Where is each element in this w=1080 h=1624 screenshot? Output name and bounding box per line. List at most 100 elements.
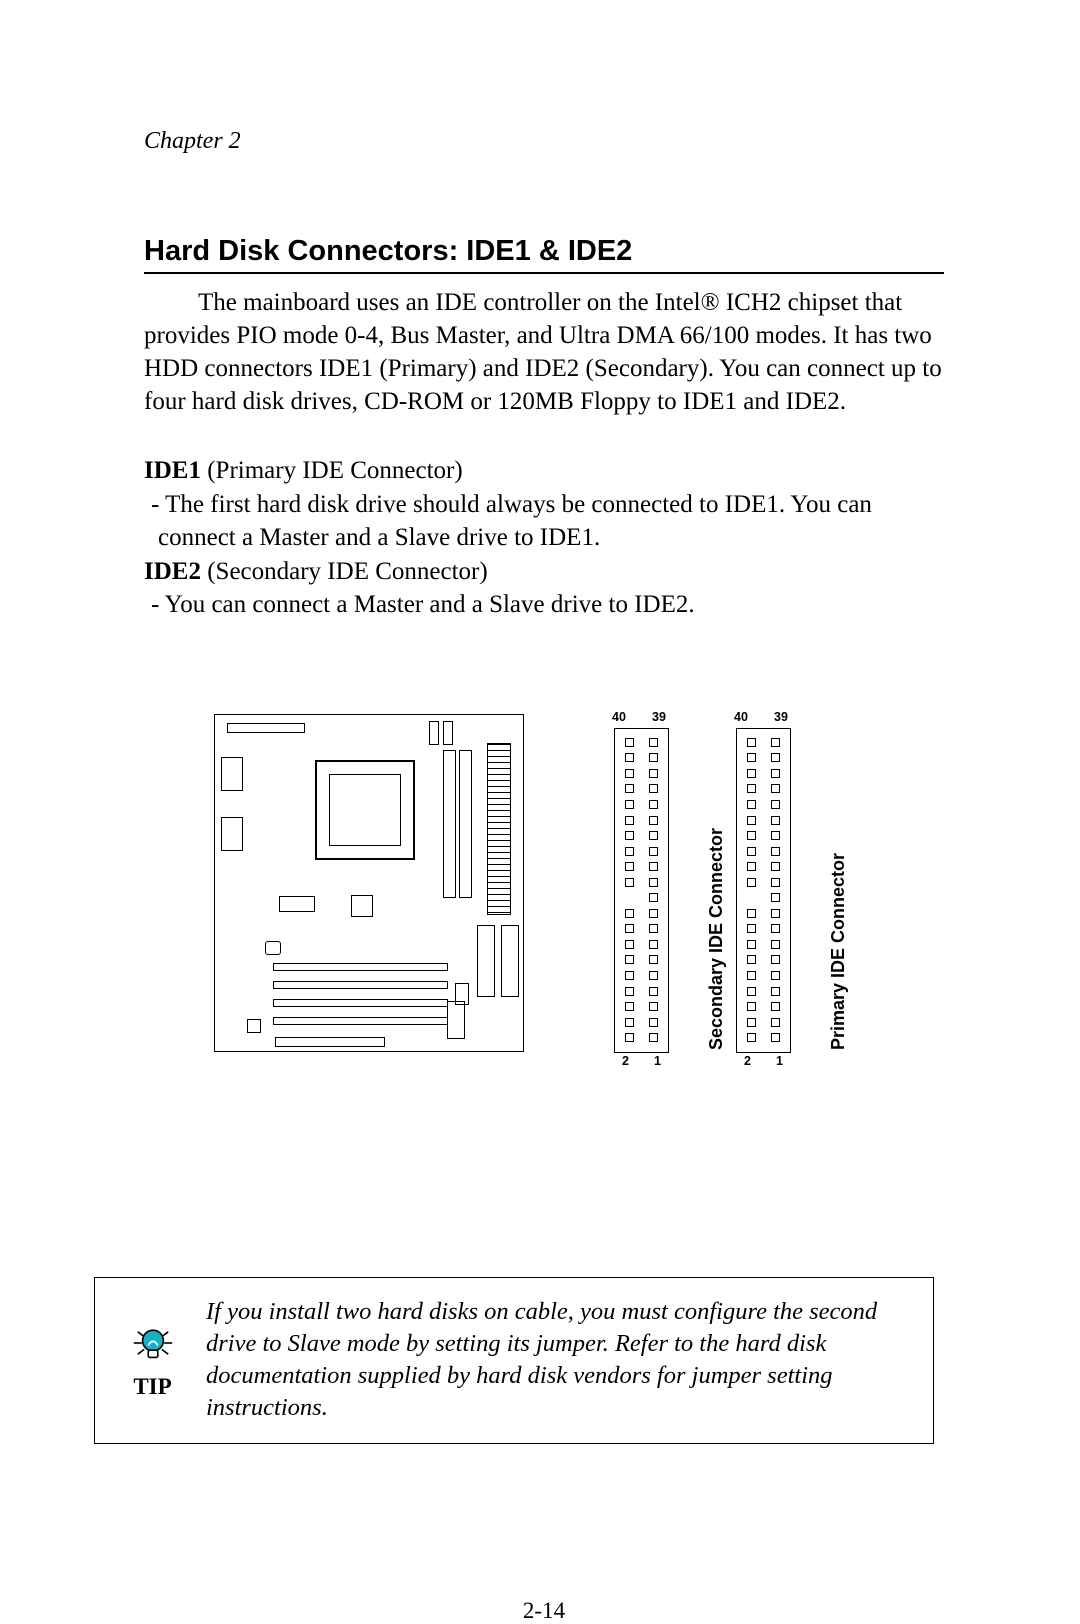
pin <box>625 816 634 825</box>
pin <box>771 847 780 856</box>
pin <box>771 784 780 793</box>
pin <box>771 1033 780 1042</box>
tip-icon-column: TIP <box>115 1321 190 1400</box>
aux-pwr-2 <box>443 721 453 745</box>
intro-paragraph: The mainboard uses an IDE controller on … <box>144 286 944 418</box>
header-block <box>447 1001 465 1039</box>
pin <box>625 738 634 747</box>
pin <box>771 893 780 902</box>
pin <box>771 816 780 825</box>
section-heading: Hard Disk Connectors: IDE1 & IDE2 <box>144 235 944 274</box>
ide2-detail: - You can connect a Master and a Slave d… <box>144 588 944 622</box>
pci-slot-1 <box>273 963 448 971</box>
pin <box>747 816 756 825</box>
ide2-paren: (Secondary IDE Connector) <box>201 558 488 585</box>
ide1-paren: (Primary IDE Connector) <box>201 457 463 484</box>
secondary-ide-label: Secondary IDE Connector <box>706 827 727 1049</box>
ide1-label: IDE1 <box>144 457 201 484</box>
pin <box>747 800 756 809</box>
pin <box>771 753 780 762</box>
tip-label: TIP <box>115 1374 190 1400</box>
pin <box>625 909 634 918</box>
ide-block-1 <box>501 925 519 997</box>
dimm-slot-1 <box>443 750 456 898</box>
ide-block-2 <box>477 925 495 997</box>
dimm-slot-2 <box>459 750 472 898</box>
small-header-1 <box>279 896 315 912</box>
pin <box>625 924 634 933</box>
pin <box>771 1002 780 1011</box>
pci-slot-2 <box>273 981 448 989</box>
pin <box>747 738 756 747</box>
pin <box>747 909 756 918</box>
pin-label-pri-39: 39 <box>774 710 788 724</box>
pin <box>649 784 658 793</box>
pin <box>625 784 634 793</box>
pin <box>625 800 634 809</box>
pin <box>625 955 634 964</box>
pin <box>747 769 756 778</box>
chipset <box>351 895 373 917</box>
pin <box>649 800 658 809</box>
chapter-label: Chapter 2 <box>144 128 944 155</box>
pin <box>771 800 780 809</box>
pin <box>649 924 658 933</box>
pin <box>625 940 634 949</box>
front-panel-strip <box>275 1037 385 1047</box>
pin <box>625 987 634 996</box>
pin <box>625 831 634 840</box>
port-left-1 <box>221 757 243 791</box>
pin <box>649 893 658 902</box>
pin <box>747 847 756 856</box>
diagram-area: 40 39 2 1 Secondary IDE Connector 40 39 … <box>214 692 874 1092</box>
pin <box>747 753 756 762</box>
atx-power-connector <box>487 743 511 915</box>
pin <box>771 1018 780 1027</box>
port-left-2 <box>221 817 243 851</box>
pin <box>747 862 756 871</box>
pin <box>747 924 756 933</box>
pin <box>625 1002 634 1011</box>
pci-slot-3 <box>273 999 448 1007</box>
pin <box>625 1033 634 1042</box>
pin <box>649 738 658 747</box>
pin <box>649 878 658 887</box>
pin <box>747 1018 756 1027</box>
primary-ide-label: Primary IDE Connector <box>828 852 849 1049</box>
pin <box>771 909 780 918</box>
pin <box>649 831 658 840</box>
pin <box>649 1033 658 1042</box>
pin <box>771 831 780 840</box>
pin <box>771 878 780 887</box>
pin <box>649 971 658 980</box>
pin <box>625 753 634 762</box>
pin <box>625 878 634 887</box>
pin <box>771 940 780 949</box>
pin <box>747 1033 756 1042</box>
ide1-row: IDE1 (Primary IDE Connector) <box>144 454 944 488</box>
pin <box>625 893 634 902</box>
pin <box>649 987 658 996</box>
pin <box>625 847 634 856</box>
pin-label-sec-39: 39 <box>652 710 666 724</box>
ide2-label: IDE2 <box>144 558 201 585</box>
port-top <box>227 723 305 733</box>
tip-box: TIP If you install two hard disks on cab… <box>94 1277 934 1444</box>
pin <box>649 862 658 871</box>
pin-label-sec-40: 40 <box>612 710 626 724</box>
pin <box>649 816 658 825</box>
pin <box>771 971 780 980</box>
pin <box>747 955 756 964</box>
pin <box>747 831 756 840</box>
pin <box>747 784 756 793</box>
pin <box>747 987 756 996</box>
cpu-socket <box>315 760 415 860</box>
pin <box>649 1002 658 1011</box>
pin-label-pri-2: 2 <box>744 1054 751 1068</box>
pin <box>649 769 658 778</box>
pin <box>649 940 658 949</box>
pin <box>747 893 756 902</box>
pci-slot-4 <box>273 1017 448 1025</box>
pin <box>771 769 780 778</box>
definitions-block: IDE1 (Primary IDE Connector) - The first… <box>144 454 944 622</box>
